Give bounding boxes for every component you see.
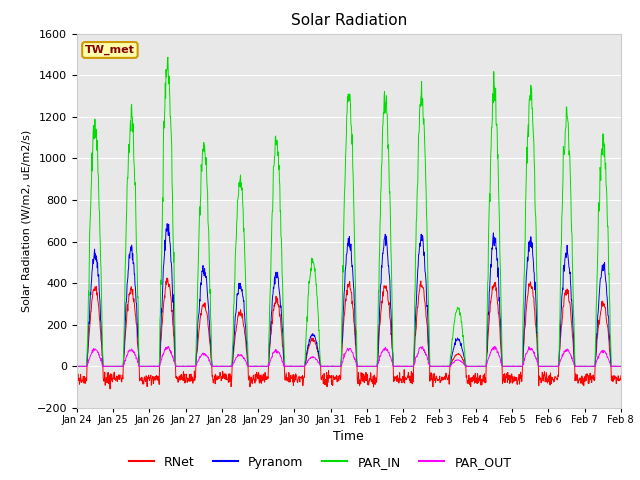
Pyranom [553, 363, 561, 369]
PAR_OUT [553, 363, 561, 369]
Pyranom [73, 363, 81, 369]
PAR_IN [73, 363, 81, 369]
PAR_IN [505, 363, 513, 369]
RNet [434, 377, 442, 383]
RNet [617, 373, 625, 379]
Y-axis label: Solar Radiation (W/m2, uE/m2/s): Solar Radiation (W/m2, uE/m2/s) [21, 130, 31, 312]
RNet [106, 386, 114, 392]
RNet [73, 374, 81, 380]
Title: Solar Radiation: Solar Radiation [291, 13, 407, 28]
PAR_OUT [73, 363, 81, 369]
Pyranom [434, 363, 442, 369]
RNet [163, 275, 171, 281]
PAR_IN [553, 363, 561, 369]
RNet [195, 333, 202, 338]
PAR_IN [195, 266, 202, 272]
Pyranom [505, 363, 513, 369]
Line: RNet: RNet [77, 278, 621, 389]
PAR_OUT [194, 359, 202, 364]
Pyranom [617, 363, 625, 369]
PAR_OUT [617, 363, 625, 369]
X-axis label: Time: Time [333, 431, 364, 444]
RNet [182, 379, 189, 385]
PAR_IN [164, 54, 172, 60]
PAR_OUT [419, 344, 426, 349]
PAR_OUT [505, 363, 513, 369]
PAR_OUT [255, 363, 262, 369]
Pyranom [195, 316, 202, 322]
Pyranom [181, 363, 189, 369]
RNet [255, 380, 263, 386]
PAR_IN [434, 363, 442, 369]
Pyranom [163, 221, 171, 227]
PAR_IN [255, 363, 263, 369]
RNet [553, 375, 561, 381]
Line: Pyranom: Pyranom [77, 224, 621, 366]
PAR_IN [617, 363, 625, 369]
Line: PAR_OUT: PAR_OUT [77, 347, 621, 366]
PAR_OUT [180, 363, 188, 369]
Text: TW_met: TW_met [85, 45, 135, 55]
Line: PAR_IN: PAR_IN [77, 57, 621, 366]
RNet [505, 372, 513, 378]
Pyranom [255, 363, 263, 369]
Legend: RNet, Pyranom, PAR_IN, PAR_OUT: RNet, Pyranom, PAR_IN, PAR_OUT [124, 451, 516, 474]
PAR_OUT [434, 363, 442, 369]
PAR_IN [181, 363, 189, 369]
